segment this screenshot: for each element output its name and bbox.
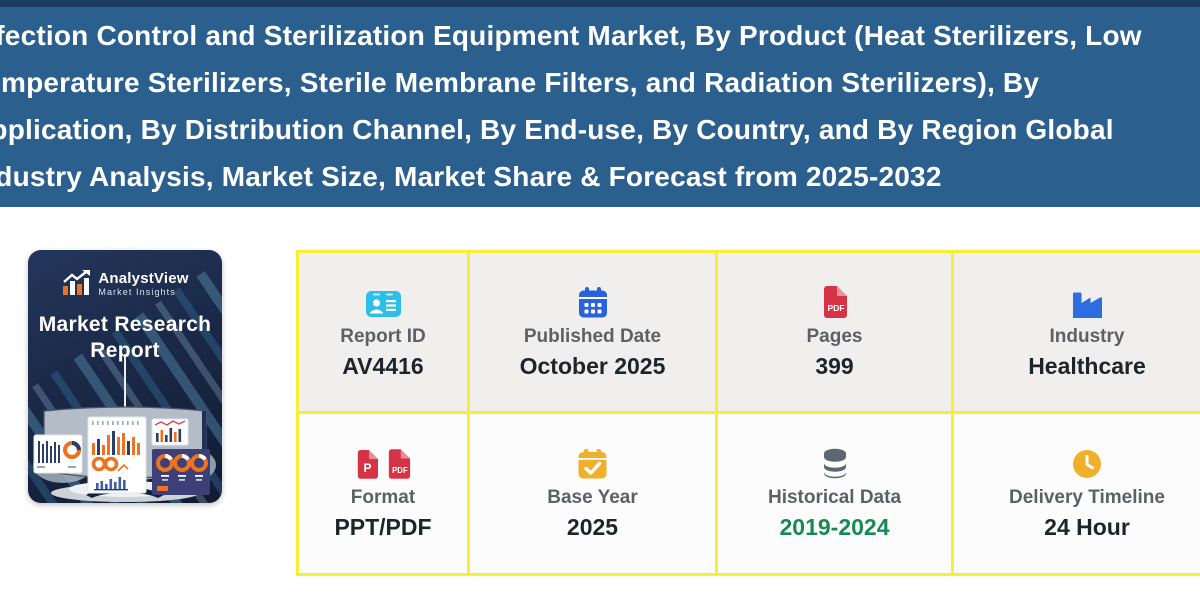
svg-text:PDF: PDF (827, 303, 844, 313)
calendar-check-icon (578, 449, 607, 479)
report-info-grid: Report ID AV4416 Published Date October … (296, 250, 1200, 576)
cell-format: P PDF Format PPT/PDF (299, 414, 467, 573)
cell-base-year: Base Year 2025 (470, 414, 715, 573)
cover-title-line1: Market Research (38, 313, 212, 336)
report-title-line: Application, By Distribution Channel, By… (0, 114, 1114, 145)
info-label: Base Year (547, 487, 638, 508)
cell-industry: Industry Healthcare (954, 253, 1200, 411)
cell-historical-data: Historical Data 2019-2024 (718, 414, 951, 573)
cover-connector-line (124, 354, 126, 416)
cell-pages: PDF Pages 399 (718, 253, 951, 411)
id-card-icon (365, 290, 401, 317)
clock-icon (1073, 450, 1101, 478)
file-ppt-pdf-icons: P PDF (356, 447, 411, 479)
info-label: Report ID (340, 325, 426, 347)
info-label: Historical Data (767, 487, 902, 508)
cover-title: Market Research Report (28, 312, 222, 364)
info-value: October 2025 (519, 352, 666, 379)
monitor-illustration (33, 406, 216, 502)
brand-logo: AnalystView Market Insights (28, 250, 222, 298)
svg-text:P: P (363, 461, 371, 475)
brand-logo-icon (63, 270, 91, 295)
info-label: Format (350, 487, 416, 508)
info-value: Healthcare (1028, 352, 1146, 379)
info-value: 2025 (566, 514, 619, 540)
cover-title-line2: Report (90, 339, 160, 362)
report-cover-image: AnalystView Market Insights Market Resea… (28, 250, 222, 503)
info-value: PPT/PDF (334, 514, 432, 540)
industry-icon (1072, 292, 1102, 318)
file-ppt-icon: P (357, 450, 378, 479)
cell-report-id: Report ID AV4416 (299, 253, 467, 411)
file-pdf-icon: PDF (388, 449, 410, 479)
cell-delivery-timeline: Delivery Timeline 24 Hour (954, 414, 1200, 573)
report-title: Infection Control and Sterilization Equi… (0, 12, 1142, 200)
brand-text: AnalystView Market Insights (98, 269, 189, 298)
info-value: 399 (815, 352, 854, 379)
report-title-line: Industry Analysis, Market Size, Market S… (0, 161, 942, 192)
calendar-icon (578, 286, 607, 317)
info-value: AV4416 (342, 352, 424, 379)
database-icon (823, 448, 846, 479)
report-title-line: Temperature Sterilizers, Sterile Membran… (0, 67, 1040, 98)
svg-text:PDF: PDF (392, 466, 408, 475)
info-label: Pages (806, 325, 863, 347)
report-title-line: Infection Control and Sterilization Equi… (0, 20, 1142, 51)
info-label: Industry (1049, 325, 1125, 347)
brand-tagline: Market Insights (98, 286, 176, 297)
brand-name: AnalystView (98, 269, 189, 287)
info-label: Published Date (523, 325, 662, 347)
info-value: 2019-2024 (779, 514, 890, 540)
file-pdf-icon: PDF (823, 285, 847, 318)
cell-published-date: Published Date October 2025 (470, 253, 715, 411)
info-label: Delivery Timeline (1009, 487, 1165, 508)
banner-top-strip (0, 0, 1200, 7)
info-value: 24 Hour (1044, 514, 1130, 540)
report-title-banner: Infection Control and Sterilization Equi… (0, 0, 1200, 207)
